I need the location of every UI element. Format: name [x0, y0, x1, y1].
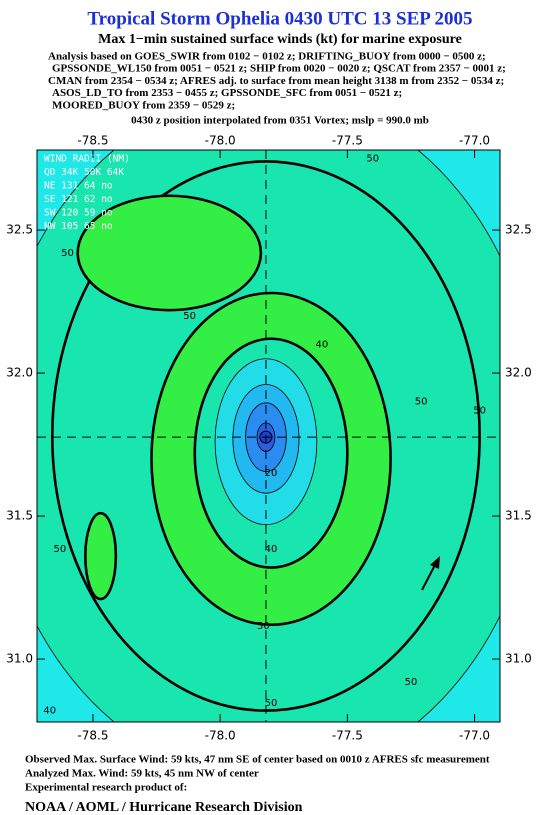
analysis-line: CMAN from 2354 − 0534 z; AFRES adj. to s…	[48, 75, 504, 87]
contour-label: 40	[316, 339, 329, 350]
wind-radii-line: NE 131 64 no	[44, 181, 113, 192]
contour-label: 50	[183, 311, 196, 322]
y-tick-label: 31.5	[505, 509, 532, 523]
contour-label: 50	[54, 544, 67, 555]
y-tick-label: 32.0	[505, 366, 532, 380]
x-tick-label: -77.5	[332, 134, 363, 148]
wind-radii-line: NW 105 65 no	[44, 221, 113, 232]
contour-label: 50	[257, 621, 270, 632]
contour-fill	[76, 194, 263, 312]
contour-label: 40	[43, 706, 56, 717]
x-tick-label: -77.0	[459, 729, 490, 743]
footer-line: Analyzed Max. Wind: 59 kts, 45 nm NW of …	[25, 768, 259, 780]
position-note: 0430 z position interpolated from 0351 V…	[131, 115, 429, 127]
footer-line: Experimental research product of:	[25, 782, 187, 794]
wind-radii-line: QD 34K 50K 64K	[44, 167, 124, 178]
wind-radii-line: SE 121 62 no	[44, 194, 113, 205]
contour-label: 20	[265, 468, 278, 479]
contour-label: 50	[265, 698, 278, 709]
y-tick-label: 32.5	[6, 223, 33, 237]
contour-fill	[84, 511, 118, 601]
motion-arrow-head	[430, 556, 440, 569]
footer-line: Observed Max. Surface Wind: 59 kts, 47 n…	[25, 754, 490, 766]
analysis-line: Analysis based on GOES_SWIR from 0102 − …	[48, 51, 486, 63]
contour-label: 50	[405, 677, 418, 688]
plot-frame	[36, 149, 501, 723]
plot: 50 50 50 40 50 50 20 40 50 50 50 50 40 WIND RADII (NM…	[37, 150, 500, 722]
analysis-line: GPSSONDE_WL150 from 0051 − 0521 z; SHIP …	[52, 63, 506, 75]
x-tick-label: -78.5	[77, 134, 108, 148]
y-tick-label: 32.0	[6, 366, 33, 380]
contour-label: 50	[473, 405, 486, 416]
x-tick-label: -78.5	[77, 729, 108, 743]
y-tick-label: 32.5	[505, 223, 532, 237]
contour-label: 50	[415, 397, 428, 408]
y-tick-label: 31.5	[6, 509, 33, 523]
analysis-line: ASOS_LD_TO from 2353 − 0455 z; GPSSONDE_…	[52, 87, 402, 99]
chart-title: Tropical Storm Ophelia 0430 UTC 13 SEP 2…	[87, 8, 472, 29]
contour-label: 40	[265, 544, 278, 555]
x-tick-label: -77.5	[332, 729, 363, 743]
wind-radii-line: WIND RADII (NM)	[44, 154, 130, 165]
motion-arrow	[421, 562, 437, 591]
x-tick-label: -78.0	[205, 729, 236, 743]
analysis-line: MOORED_BUOY from 2359 − 0529 z;	[52, 99, 235, 111]
y-tick-label: 31.0	[6, 652, 33, 666]
x-tick-label: -78.0	[205, 134, 236, 148]
x-tick-label: -77.0	[459, 134, 490, 148]
chart-subtitle: Max 1−min sustained surface winds (kt) f…	[98, 32, 462, 47]
y-tick-label: 31.0	[505, 652, 532, 666]
contour-label: 50	[366, 154, 379, 165]
credit: NOAA / AOML / Hurricane Research Divisio…	[25, 800, 303, 815]
contour-label: 50	[61, 248, 74, 259]
wind-radii-line: SW 120 59 no	[44, 208, 113, 219]
